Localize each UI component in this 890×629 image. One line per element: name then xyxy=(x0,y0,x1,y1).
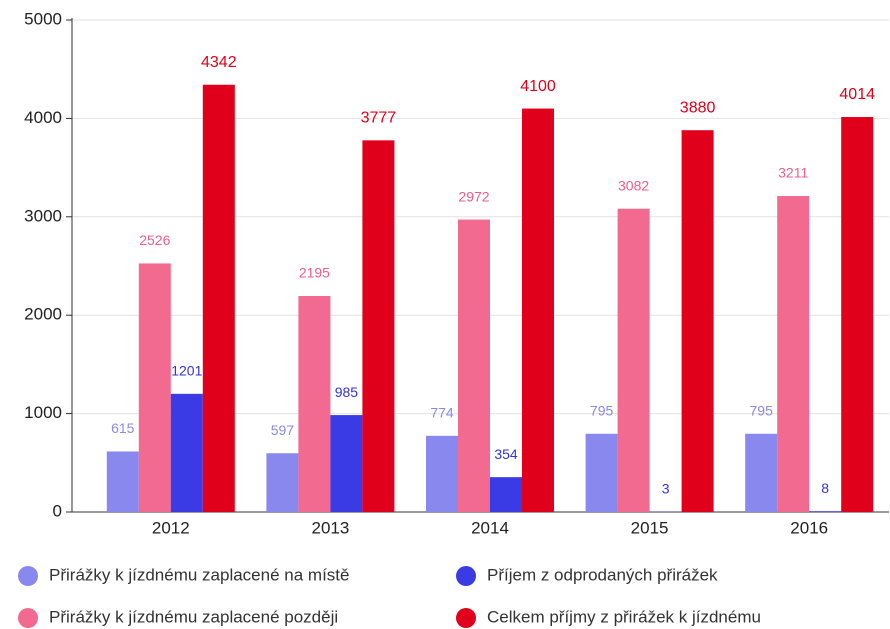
value-label: 774 xyxy=(430,405,454,421)
bar xyxy=(777,196,810,512)
value-label: 354 xyxy=(494,446,518,462)
value-label: 615 xyxy=(111,420,135,436)
bar xyxy=(522,108,554,512)
bar xyxy=(841,117,874,512)
legend-label: Přirážky k jízdnému zaplacené později xyxy=(49,607,338,626)
bar xyxy=(170,393,203,512)
legend-label: Příjem z odprodaných přirážek xyxy=(487,565,718,584)
value-label: 4342 xyxy=(201,54,237,71)
bar xyxy=(330,415,363,512)
x-tick-label: 2016 xyxy=(790,518,828,537)
value-label: 2195 xyxy=(299,265,330,281)
value-label: 597 xyxy=(271,422,295,438)
value-label: 3082 xyxy=(618,177,649,193)
y-tick-label: 1000 xyxy=(24,403,62,422)
y-tick-label: 0 xyxy=(53,501,62,520)
value-label: 4100 xyxy=(520,78,556,95)
bar xyxy=(106,451,139,512)
value-label: 4014 xyxy=(839,86,875,103)
x-tick-label: 2012 xyxy=(152,518,190,537)
value-label: 3211 xyxy=(778,165,808,181)
x-tick-label: 2015 xyxy=(631,518,669,537)
value-label: 2972 xyxy=(458,188,489,204)
bar xyxy=(681,130,714,512)
bar xyxy=(458,219,490,512)
bar xyxy=(745,433,778,512)
bar xyxy=(298,296,331,512)
x-tick-label: 2014 xyxy=(471,518,509,537)
value-label: 795 xyxy=(750,402,774,418)
bar xyxy=(617,208,650,512)
legend-marker xyxy=(18,566,38,586)
legend-marker xyxy=(18,608,38,628)
value-label: 8 xyxy=(821,480,829,496)
y-tick-label: 5000 xyxy=(24,9,62,28)
value-label: 795 xyxy=(590,402,614,418)
bar xyxy=(426,435,458,512)
bar xyxy=(809,511,842,512)
bar xyxy=(138,263,171,512)
y-tick-label: 3000 xyxy=(24,206,62,225)
value-label: 985 xyxy=(335,384,359,400)
y-tick-label: 2000 xyxy=(24,305,62,324)
x-tick-label: 2013 xyxy=(311,518,349,537)
value-label: 3880 xyxy=(680,99,716,116)
legend-marker xyxy=(456,608,476,628)
legend-marker xyxy=(456,566,476,586)
legend-label: Celkem příjmy z přirážek k jízdnému xyxy=(487,607,761,626)
value-label: 3777 xyxy=(361,110,397,127)
bar xyxy=(266,453,299,512)
bar xyxy=(202,84,235,513)
legend-label: Přirážky k jízdnému zaplacené na místě xyxy=(49,565,349,584)
bar xyxy=(490,477,522,512)
value-label: 1201 xyxy=(171,363,202,379)
bar xyxy=(585,433,618,512)
value-label: 3 xyxy=(662,480,670,496)
bar xyxy=(362,140,395,512)
value-label: 2526 xyxy=(139,232,170,248)
y-tick-label: 4000 xyxy=(24,108,62,127)
